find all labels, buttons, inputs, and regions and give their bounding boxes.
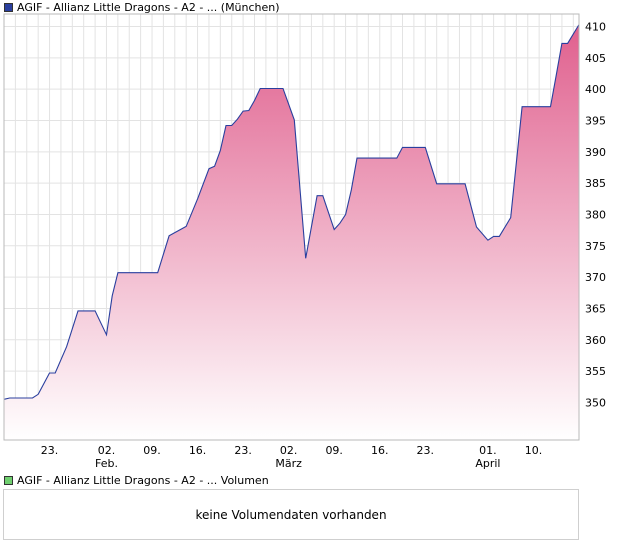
price-legend-swatch [4,2,13,12]
x-tick-label: 16. [371,444,389,457]
y-tick-label: 360 [585,334,606,347]
x-tick-month-label: April [475,457,500,470]
y-tick-label: 355 [585,365,606,378]
x-tick-label: 01. [479,444,497,457]
price-line [3,24,580,400]
y-tick-label: 375 [585,240,606,253]
y-tick-label: 390 [585,146,606,159]
y-tick-label: 370 [585,271,606,284]
price-legend: AGIF - Allianz Little Dragons - A2 - ...… [4,0,280,14]
y-tick-label: 410 [585,21,606,34]
price-area [4,24,579,440]
x-tick-label: 23. [417,444,435,457]
volume-empty-message: keine Volumendaten vorhanden [195,507,387,522]
plot-frame [3,13,580,441]
y-tick-label: 385 [585,177,606,190]
volume-legend-swatch [4,475,13,485]
y-tick-label: 395 [585,115,606,128]
y-tick-label: 350 [585,396,606,409]
x-tick-label: 10. [525,444,543,457]
x-tick-label: 09. [325,444,343,457]
volume-legend: AGIF - Allianz Little Dragons - A2 - ...… [4,473,269,487]
x-tick-label: 09. [143,444,161,457]
volume-legend-label: AGIF - Allianz Little Dragons - A2 - ...… [17,473,269,487]
x-tick-label: 16. [189,444,207,457]
volume-panel: keine Volumendaten vorhanden [3,489,579,540]
x-tick-month-label: Feb. [95,457,118,470]
y-tick-label: 405 [585,52,606,65]
y-axis-ticks: 350 355 360 365 370 375 380 385 390 395 400 405 410 [585,21,606,410]
price-legend-label: AGIF - Allianz Little Dragons - A2 - ...… [17,0,280,14]
x-tick-month-label: März [275,457,302,470]
y-tick-label: 365 [585,302,606,315]
x-tick-label: 23. [41,444,59,457]
price-chart: 350355360365370375380385390395400405410 … [3,13,606,470]
x-tick-label: 23. [234,444,252,457]
y-tick-label: 380 [585,208,606,221]
x-tick-label: 02. [98,444,116,457]
x-tick-label: 02. [280,444,298,457]
y-tick-label: 400 [585,83,606,96]
